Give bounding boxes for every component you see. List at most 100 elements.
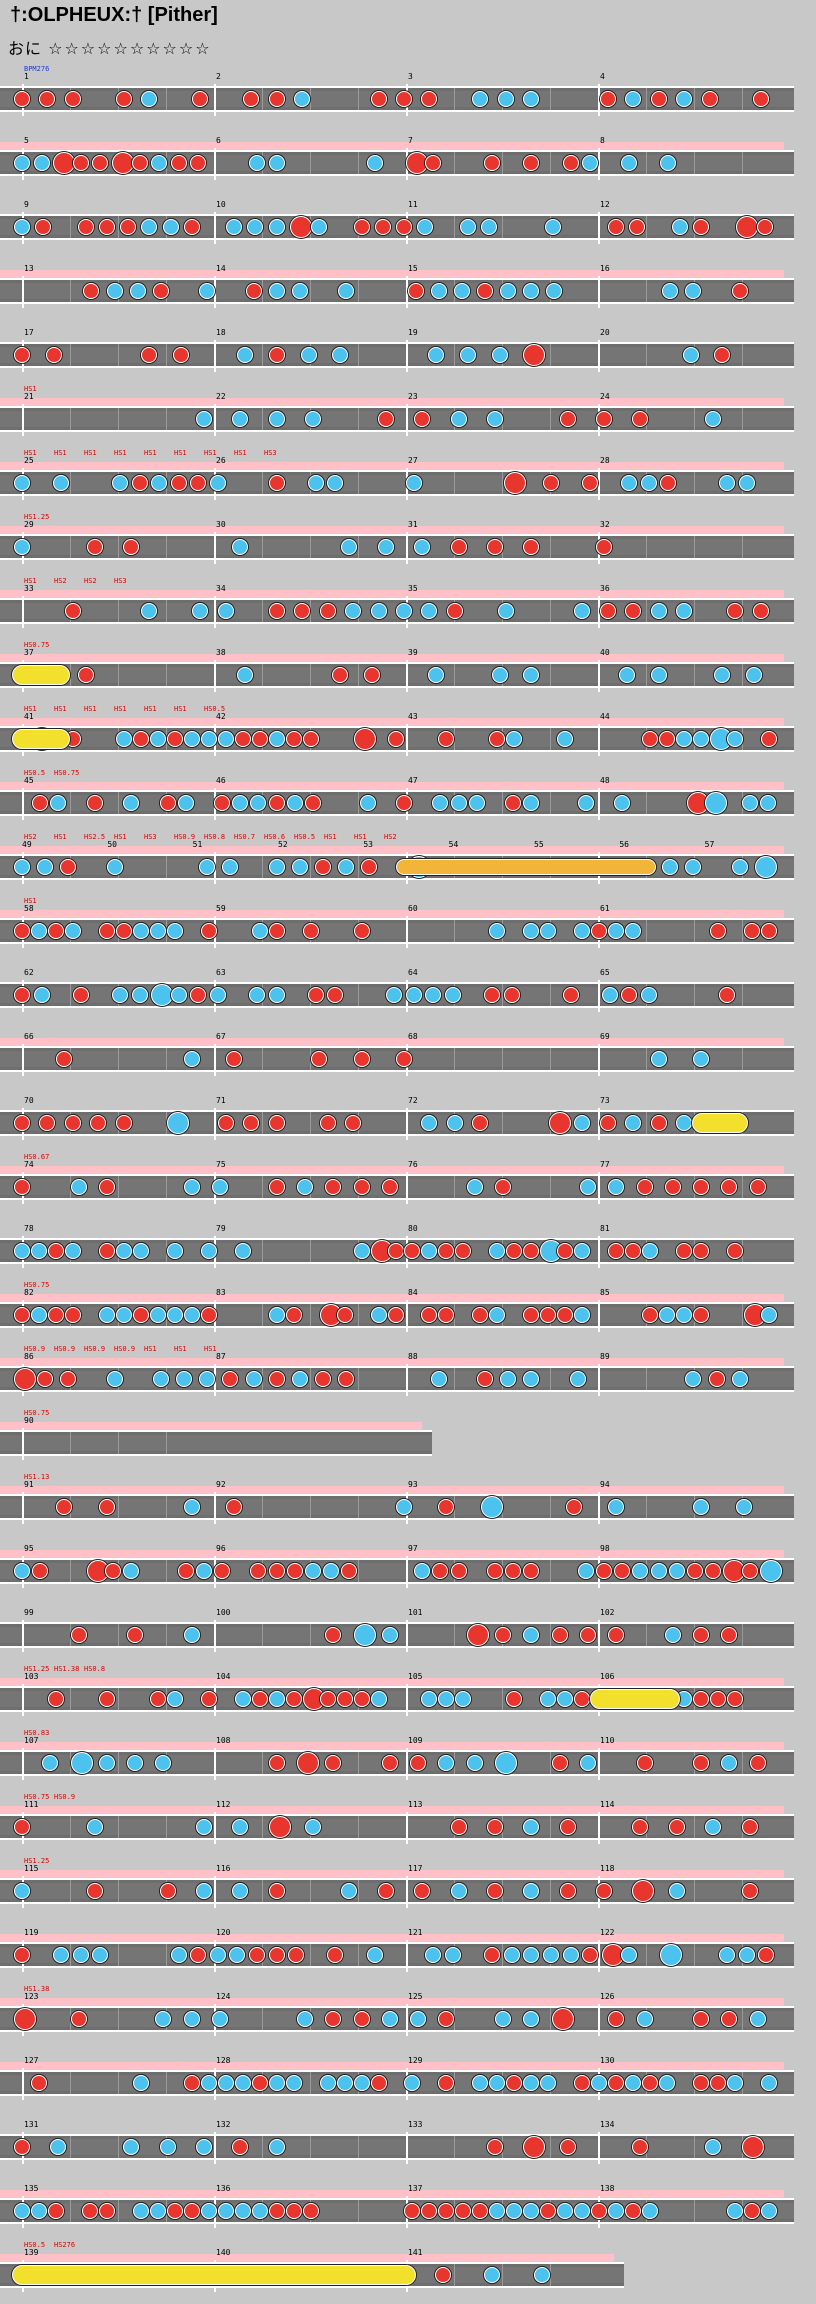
note: [229, 1947, 246, 1963]
measure-number: 105: [408, 1672, 423, 1681]
measure-number: 10: [216, 200, 226, 209]
note: [642, 1243, 659, 1259]
note: [557, 1691, 574, 1707]
note: [486, 1819, 503, 1835]
bar-line: [22, 788, 24, 820]
note: [608, 1627, 625, 1643]
note: [314, 859, 331, 875]
measure-number: 38: [216, 648, 226, 657]
note: [377, 539, 394, 555]
note: [268, 91, 285, 107]
note: [245, 283, 262, 299]
note: [404, 1243, 421, 1259]
note: [719, 1947, 736, 1963]
beat-line: [358, 856, 359, 878]
note: [540, 2075, 557, 2091]
note: [70, 1179, 87, 1195]
chart-row: 131 132 133 134: [0, 2112, 816, 2176]
note: [459, 219, 476, 235]
note: [183, 1179, 200, 1195]
beat-line: [454, 1368, 455, 1390]
note: [236, 667, 253, 683]
beat-line: [310, 2136, 311, 2158]
bar-line: [598, 2132, 600, 2164]
beat-line: [694, 664, 695, 686]
measure-number: 6: [216, 136, 221, 145]
note: [268, 283, 285, 299]
note: [708, 1371, 725, 1387]
measure-number: 46: [216, 776, 226, 785]
note: [506, 731, 523, 747]
chart-row: 95 96 97 98: [0, 1536, 816, 1600]
note: [327, 1947, 344, 1963]
note: [249, 1947, 266, 1963]
beat-line: [70, 664, 71, 686]
note: [421, 1243, 438, 1259]
chart-row: 103 104 105 106 HS1.25 HS1.38 HS0.8: [0, 1664, 816, 1728]
big-note: [14, 1368, 36, 1390]
bar-line: [406, 1364, 408, 1396]
note: [183, 2075, 200, 2091]
measure-number: 26: [216, 456, 226, 465]
measure-number: 119: [24, 1928, 39, 1937]
scroll-command: HS3: [114, 577, 127, 585]
beat-line: [310, 536, 311, 558]
note: [438, 1243, 455, 1259]
big-note: [735, 216, 758, 238]
bar-line: [598, 276, 600, 308]
beat-line: [70, 408, 71, 430]
note: [761, 731, 778, 747]
bar-line: [22, 1428, 24, 1460]
note: [30, 923, 47, 939]
note: [327, 987, 344, 1003]
bar-line: [406, 2132, 408, 2164]
note: [506, 2203, 523, 2219]
note: [693, 1691, 710, 1707]
note: [268, 987, 285, 1003]
note: [727, 1691, 744, 1707]
beat-line: [454, 1624, 455, 1646]
note: [396, 1051, 412, 1067]
beat-line: [310, 600, 311, 622]
note: [693, 1179, 710, 1195]
beat-line: [70, 2200, 71, 2222]
note: [446, 1115, 463, 1131]
measure-number: 35: [408, 584, 418, 593]
note: [152, 283, 169, 299]
measure-number: 130: [600, 2056, 615, 2065]
measure-number: 28: [600, 456, 610, 465]
note: [86, 1883, 103, 1899]
measure-number: 71: [216, 1096, 226, 1105]
note: [731, 1371, 748, 1387]
note: [166, 923, 183, 939]
note: [200, 731, 217, 747]
beat-line: [454, 920, 455, 942]
bar-line: [214, 1492, 216, 1524]
note: [251, 731, 268, 747]
beat-line: [742, 1624, 743, 1646]
note: [268, 795, 285, 811]
note: [288, 1947, 305, 1963]
note: [302, 2203, 319, 2219]
note-lane: [0, 1366, 794, 1392]
scroll-command: HS0.75: [54, 769, 80, 777]
beat-line: [502, 1112, 503, 1134]
chart-row: 9 10 11 12: [0, 192, 816, 256]
bar-line: [406, 1108, 408, 1140]
big-note: [660, 1944, 683, 1966]
note: [574, 603, 591, 619]
beat-line: [166, 1432, 167, 1454]
bar-line: [22, 1620, 24, 1652]
measure-number: 93: [408, 1480, 418, 1489]
scroll-command: HS0.83: [24, 1729, 50, 1737]
note: [671, 219, 688, 235]
beat-line: [502, 792, 503, 814]
note: [115, 1243, 132, 1259]
measure-number: 116: [216, 1864, 231, 1873]
measure-number: 31: [408, 520, 418, 529]
beat-line: [454, 1048, 455, 1070]
note: [341, 1563, 358, 1579]
measure-number: 63: [216, 968, 226, 977]
beat-line: [550, 600, 551, 622]
note: [132, 2203, 149, 2219]
